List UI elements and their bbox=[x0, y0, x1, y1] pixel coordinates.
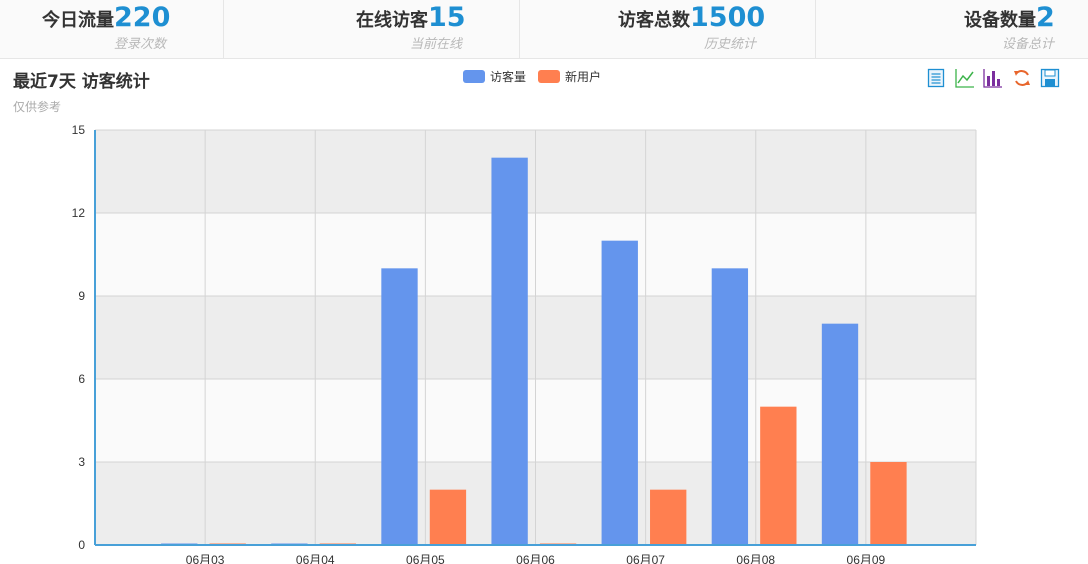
stat-label: 今日流量 bbox=[42, 10, 114, 31]
restore-button[interactable] bbox=[1012, 68, 1032, 88]
bar-visits bbox=[601, 240, 638, 545]
stats-bar: 今日流量220 登录次数 在线访客15 当前在线 访客总数1500 历史统计 设… bbox=[0, 0, 1088, 59]
bar-chart-button[interactable] bbox=[983, 68, 1003, 88]
chart-bars bbox=[161, 157, 907, 545]
stat-label: 访客总数 bbox=[618, 10, 690, 31]
stat-value: 1500 bbox=[690, 2, 766, 33]
legend-item-new-users[interactable]: 新用户 bbox=[538, 68, 601, 85]
x-tick-label: 06月07 bbox=[626, 553, 665, 564]
bar-new-users bbox=[760, 406, 797, 545]
stat-label: 在线访客 bbox=[356, 10, 428, 31]
x-tick-label: 06月08 bbox=[736, 553, 775, 564]
line-chart-icon bbox=[954, 69, 974, 88]
stat-value: 15 bbox=[428, 2, 466, 33]
chart-legend: 访客量 新用户 bbox=[463, 68, 613, 85]
bar-visits bbox=[491, 157, 528, 545]
y-tick-label: 9 bbox=[78, 289, 85, 303]
bar-visits bbox=[821, 323, 859, 545]
legend-swatch bbox=[538, 70, 561, 83]
chart-grid bbox=[94, 129, 977, 546]
stat-today-traffic: 今日流量220 登录次数 bbox=[0, 0, 224, 58]
legend-label: 访客量 bbox=[490, 70, 527, 84]
chart-subtitle: 仅供参考 bbox=[13, 100, 62, 114]
y-tick-label: 3 bbox=[78, 455, 85, 469]
stat-device-count: 设备数量2 设备总计 bbox=[816, 0, 1088, 58]
bar-new-users bbox=[429, 489, 467, 545]
bar-new-users bbox=[870, 462, 907, 545]
chart-axes bbox=[94, 130, 976, 546]
x-tick-label: 06月09 bbox=[847, 553, 886, 564]
line-chart-button[interactable] bbox=[954, 68, 975, 88]
stat-total-visitors: 访客总数1500 历史统计 bbox=[520, 0, 816, 58]
stat-sub: 历史统计 bbox=[704, 37, 757, 52]
data-view-button[interactable] bbox=[926, 68, 946, 88]
y-tick-label: 12 bbox=[72, 206, 86, 220]
stat-value: 220 bbox=[114, 2, 171, 33]
save-image-button[interactable] bbox=[1040, 68, 1060, 88]
stat-sub: 登录次数 bbox=[114, 37, 167, 52]
restore-icon bbox=[1013, 70, 1030, 86]
legend-item-visits[interactable]: 访客量 bbox=[463, 68, 526, 85]
y-tick-label: 15 bbox=[72, 123, 86, 137]
chart-title: 最近7天 访客统计 bbox=[13, 72, 150, 92]
data-view-icon bbox=[927, 68, 945, 88]
y-tick-label: 0 bbox=[78, 538, 85, 552]
x-tick-label: 06月03 bbox=[186, 553, 225, 564]
save-image-icon bbox=[1040, 68, 1060, 88]
stat-value: 2 bbox=[1036, 2, 1055, 33]
bar-new-users bbox=[650, 489, 687, 545]
y-tick-label: 6 bbox=[78, 372, 85, 386]
bar-visits bbox=[381, 268, 418, 545]
legend-label: 新用户 bbox=[565, 70, 602, 84]
x-tick-label: 06月04 bbox=[296, 553, 335, 564]
y-axis-labels: 0 3 6 9 12 15 bbox=[72, 123, 86, 552]
chart-toolbox bbox=[926, 68, 1069, 88]
stat-label: 设备数量 bbox=[964, 10, 1036, 31]
bar-visits bbox=[711, 268, 749, 545]
stat-sub: 当前在线 bbox=[410, 37, 463, 52]
x-tick-label: 06月06 bbox=[516, 553, 555, 564]
legend-swatch bbox=[463, 70, 485, 83]
bar-chart-icon bbox=[983, 69, 1002, 88]
stat-sub: 设备总计 bbox=[1002, 37, 1055, 52]
x-tick-label: 06月05 bbox=[406, 553, 445, 564]
stat-online-visitors: 在线访客15 当前在线 bbox=[224, 0, 520, 58]
x-axis-labels: 06月03 06月04 06月05 06月06 06月07 06月08 06月09 bbox=[186, 553, 886, 564]
